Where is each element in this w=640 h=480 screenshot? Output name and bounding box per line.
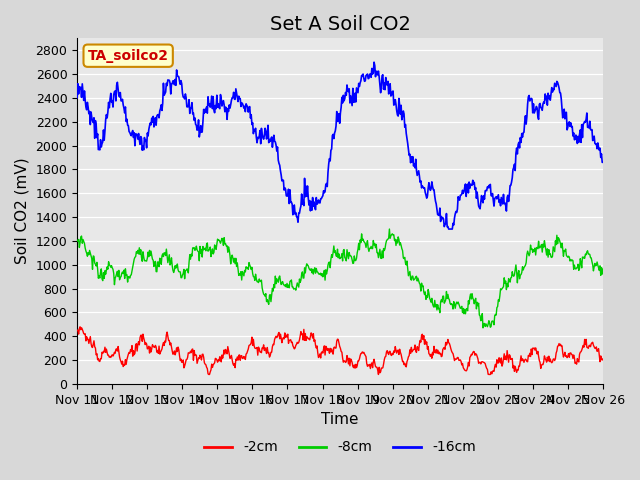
X-axis label: Time: Time bbox=[321, 412, 359, 427]
Y-axis label: Soil CO2 (mV): Soil CO2 (mV) bbox=[15, 158, 30, 264]
Legend: -2cm, -8cm, -16cm: -2cm, -8cm, -16cm bbox=[198, 435, 481, 460]
Title: Set A Soil CO2: Set A Soil CO2 bbox=[269, 15, 410, 34]
Text: TA_soilco2: TA_soilco2 bbox=[88, 48, 169, 63]
